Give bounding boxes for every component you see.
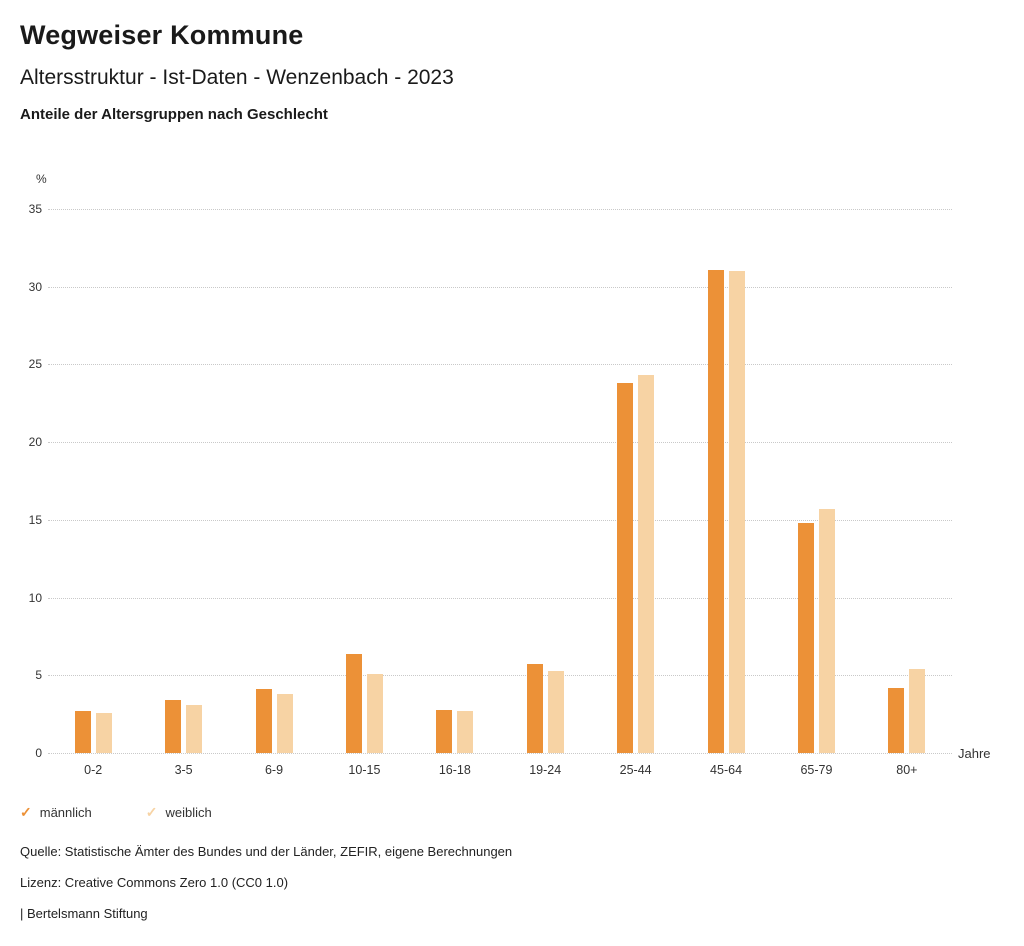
bar-group-25-44 xyxy=(590,209,680,753)
gridline xyxy=(48,753,952,754)
bar-männlich-16-18[interactable] xyxy=(436,709,453,753)
chart-heading: Anteile der Altersgruppen nach Geschlech… xyxy=(20,106,328,123)
gridline xyxy=(48,597,952,599)
gridline xyxy=(48,286,952,288)
plot-area xyxy=(48,209,952,754)
check-icon: ✓ xyxy=(145,804,158,820)
legend-item-weiblich[interactable]: ✓ weiblich xyxy=(146,804,212,821)
bar-männlich-80+[interactable] xyxy=(888,687,905,753)
bar-weiblich-45-64[interactable] xyxy=(728,271,745,753)
gridline xyxy=(48,675,952,677)
source-text: Quelle: Statistische Ämter des Bundes un… xyxy=(20,844,513,859)
bar-group-16-18 xyxy=(410,209,500,753)
x-category-label: 65-79 xyxy=(800,763,833,777)
bar-männlich-3-5[interactable] xyxy=(165,700,182,753)
bar-weiblich-25-44[interactable] xyxy=(638,375,655,753)
bar-group-6-9 xyxy=(229,209,319,753)
license-text: Lizenz: Creative Commons Zero 1.0 (CC0 1… xyxy=(20,875,289,890)
x-category-label: 6-9 xyxy=(264,763,284,777)
bar-weiblich-80+[interactable] xyxy=(909,669,926,753)
y-tick-label: 10 xyxy=(28,590,42,605)
gridline xyxy=(48,442,952,444)
bar-group-3-5 xyxy=(138,209,228,753)
gridline xyxy=(48,209,952,210)
bar-männlich-6-9[interactable] xyxy=(255,689,272,753)
bar-weiblich-19-24[interactable] xyxy=(547,670,564,753)
y-tick-label: 20 xyxy=(28,435,42,450)
x-category-label: 45-64 xyxy=(710,763,743,777)
bar-group-19-24 xyxy=(500,209,590,753)
bar-weiblich-10-15[interactable] xyxy=(366,673,383,753)
legend-item-label: weiblich xyxy=(165,805,212,820)
bar-männlich-0-2[interactable] xyxy=(74,711,91,753)
gridline xyxy=(48,364,952,366)
x-axis-unit-label: Jahre xyxy=(958,746,991,761)
bar-weiblich-3-5[interactable] xyxy=(186,704,203,753)
page-subtitle: Altersstruktur - Ist-Daten - Wenzenbach … xyxy=(20,66,454,89)
bar-männlich-19-24[interactable] xyxy=(526,664,543,753)
x-axis-labels: 0-2 3-5 6-9 10-15 16-18 19-24 25-44 45-64 65-79 8… xyxy=(48,763,952,777)
x-category-label: 16-18 xyxy=(438,763,471,777)
page-title: Wegweiser Kommune xyxy=(20,20,304,50)
bar-group-10-15 xyxy=(319,209,409,753)
x-category-label: 25-44 xyxy=(619,763,652,777)
x-category-label: 0-2 xyxy=(84,763,103,777)
y-tick-label: 5 xyxy=(35,668,42,683)
bar-group-65-79 xyxy=(771,209,861,753)
y-axis-unit-label: % xyxy=(36,172,47,186)
bar-group-0-2 xyxy=(48,209,138,753)
y-tick-label: 25 xyxy=(28,357,42,372)
y-tick-label: 15 xyxy=(28,512,42,527)
bar-weiblich-65-79[interactable] xyxy=(818,509,835,753)
bar-weiblich-16-18[interactable] xyxy=(457,711,474,753)
bar-männlich-10-15[interactable] xyxy=(345,653,362,753)
x-category-label: 19-24 xyxy=(529,763,562,777)
y-tick-label: 35 xyxy=(28,202,42,216)
x-category-label: 80+ xyxy=(896,763,918,777)
bar-männlich-65-79[interactable] xyxy=(797,523,814,753)
x-category-label: 3-5 xyxy=(174,763,193,777)
legend-item-männlich[interactable]: ✓ männlich xyxy=(20,804,92,821)
bar-weiblich-0-2[interactable] xyxy=(95,712,112,753)
bar-group-80+ xyxy=(862,209,952,753)
legend-item-label: männlich xyxy=(39,805,92,820)
y-tick-label: 0 xyxy=(35,746,42,760)
check-icon: ✓ xyxy=(20,804,32,820)
bar-weiblich-6-9[interactable] xyxy=(276,693,293,753)
x-category-label: 10-15 xyxy=(348,763,381,777)
bar-chart: 0 5 10 15 20 25 30 35 xyxy=(0,202,1024,760)
attribution-text: | Bertelsmann Stiftung xyxy=(20,906,148,921)
bar-männlich-25-44[interactable] xyxy=(617,383,634,753)
bar-group-45-64 xyxy=(681,209,771,753)
y-tick-label: 30 xyxy=(28,279,42,294)
bar-männlich-45-64[interactable] xyxy=(707,269,724,753)
chart-legend: ✓ männlich ✓ weiblich xyxy=(20,804,212,821)
gridline xyxy=(48,519,952,521)
bar-groups xyxy=(48,209,952,753)
